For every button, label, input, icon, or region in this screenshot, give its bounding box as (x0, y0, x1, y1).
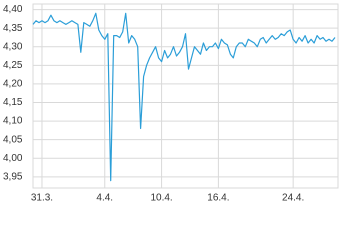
x-tick-label: 31.3. (31, 193, 53, 204)
x-tick-label: 24.4. (282, 193, 304, 204)
page: {"chart_data": {"type": "line", "categor… (3, 3, 339, 204)
y-tick-label: 4,25 (3, 60, 23, 71)
y-tick-label: 4,10 (3, 116, 23, 127)
x-tick-label: 10.4. (150, 193, 172, 204)
y-tick-label: 4,05 (3, 134, 23, 145)
data-line (32, 12, 336, 182)
y-tick-label: 4,35 (3, 23, 23, 34)
x-tick-label: 4.4. (96, 193, 113, 204)
y-tick-label: 4,20 (3, 79, 23, 90)
y-tick-label: 4,30 (3, 41, 23, 52)
x-tick-label: 16.4. (207, 193, 229, 204)
y-tick-label: 4,40 (3, 4, 23, 15)
y-tick-label: 4,00 (3, 153, 23, 164)
chart: 3,95 4,00 4,05 4,10 4,15 4,20 4,25 4,30 4,35 4,40… (3, 3, 339, 204)
y-tick-label: 4,15 (3, 97, 23, 108)
y-tick-label: 3,95 (3, 171, 23, 182)
